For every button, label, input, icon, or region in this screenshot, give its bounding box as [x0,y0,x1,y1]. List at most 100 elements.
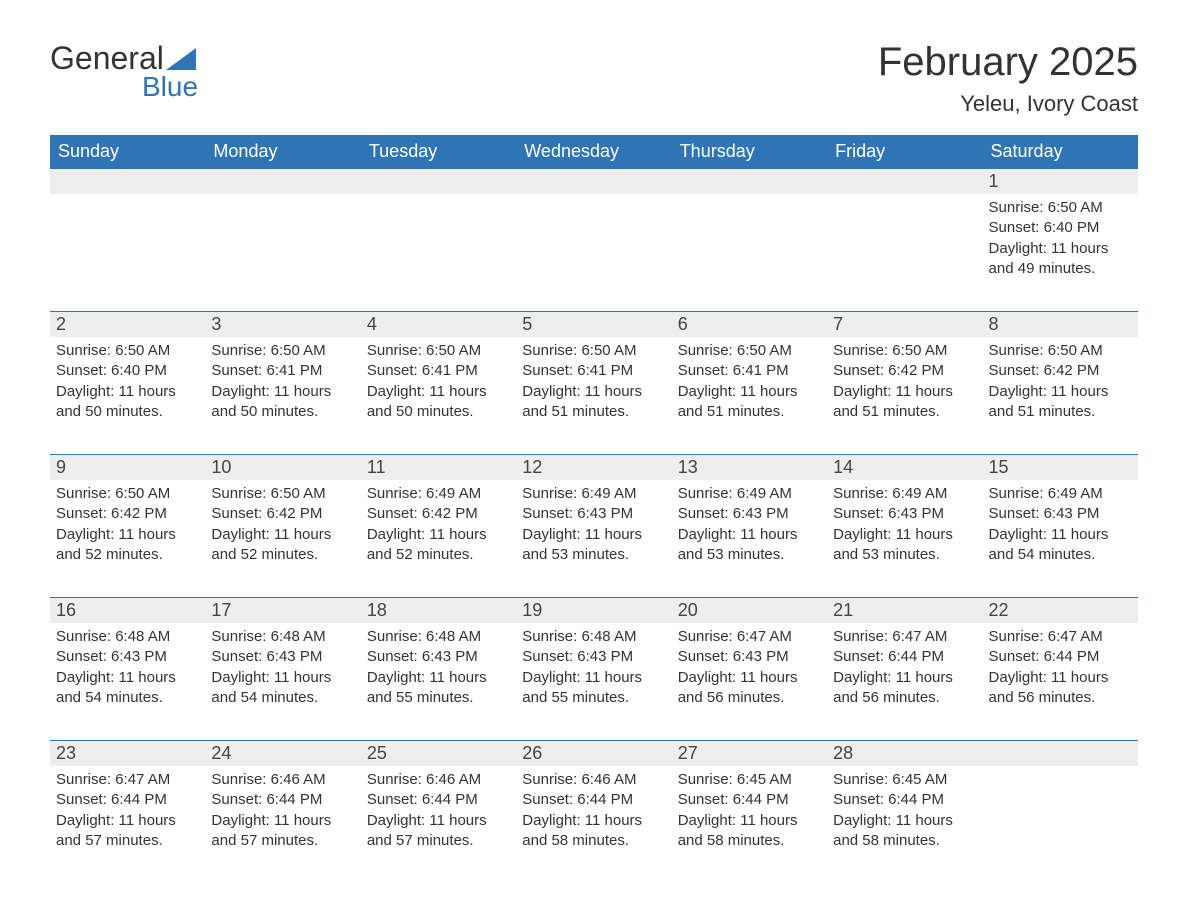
day-detail-line: Daylight: 11 hours and 53 minutes. [678,525,821,566]
day-detail-line: Sunset: 6:44 PM [678,790,821,810]
day-number-row: 16171819202122 [50,598,1138,624]
day-detail-cell: Sunrise: 6:45 AMSunset: 6:44 PMDaylight:… [672,766,827,883]
calendar-header: SundayMondayTuesdayWednesdayThursdayFrid… [50,135,1138,169]
day-number-cell: 25 [361,741,516,767]
day-detail-cell: Sunrise: 6:47 AMSunset: 6:44 PMDaylight:… [983,623,1138,741]
day-number-cell: 12 [516,455,671,481]
day-number-cell: 4 [361,312,516,338]
day-detail-line: Daylight: 11 hours and 58 minutes. [522,811,665,852]
day-detail-line: Sunset: 6:41 PM [678,361,821,381]
day-detail-line: Sunrise: 6:49 AM [522,484,665,504]
day-detail-cell: Sunrise: 6:48 AMSunset: 6:43 PMDaylight:… [361,623,516,741]
day-detail-line: Sunrise: 6:50 AM [989,341,1132,361]
day-number-cell [516,169,671,195]
title-block: February 2025 Yeleu, Ivory Coast [878,40,1138,117]
day-number-cell: 15 [983,455,1138,481]
day-number-cell [361,169,516,195]
day-detail-cell [827,194,982,312]
calendar-table: SundayMondayTuesdayWednesdayThursdayFrid… [50,135,1138,883]
day-detail-line: Daylight: 11 hours and 58 minutes. [678,811,821,852]
day-detail-row: Sunrise: 6:50 AMSunset: 6:42 PMDaylight:… [50,480,1138,598]
day-number-row: 2345678 [50,312,1138,338]
day-detail-line: Sunrise: 6:47 AM [833,627,976,647]
day-detail-line: Sunset: 6:43 PM [833,504,976,524]
day-detail-line: Daylight: 11 hours and 56 minutes. [833,668,976,709]
day-detail-line: Sunrise: 6:50 AM [678,341,821,361]
day-detail-line: Sunset: 6:42 PM [989,361,1132,381]
day-detail-line: Daylight: 11 hours and 55 minutes. [522,668,665,709]
day-detail-line: Sunset: 6:40 PM [989,218,1132,238]
day-detail-line: Daylight: 11 hours and 52 minutes. [211,525,354,566]
day-detail-line: Sunset: 6:43 PM [678,504,821,524]
day-detail-line: Sunset: 6:44 PM [522,790,665,810]
day-detail-cell: Sunrise: 6:50 AMSunset: 6:42 PMDaylight:… [50,480,205,598]
day-detail-cell: Sunrise: 6:49 AMSunset: 6:42 PMDaylight:… [361,480,516,598]
day-detail-line: Sunset: 6:44 PM [989,647,1132,667]
day-number-cell: 13 [672,455,827,481]
day-detail-line: Sunset: 6:43 PM [989,504,1132,524]
day-detail-line: Daylight: 11 hours and 53 minutes. [522,525,665,566]
day-detail-line: Sunset: 6:43 PM [367,647,510,667]
day-number-cell: 5 [516,312,671,338]
day-detail-cell: Sunrise: 6:50 AMSunset: 6:42 PMDaylight:… [983,337,1138,455]
day-number-cell: 24 [205,741,360,767]
weekday-header: Tuesday [361,135,516,169]
day-number-cell [50,169,205,195]
day-number-cell: 14 [827,455,982,481]
day-detail-line: Sunset: 6:42 PM [211,504,354,524]
day-detail-line: Sunset: 6:40 PM [56,361,199,381]
day-detail-line: Daylight: 11 hours and 51 minutes. [989,382,1132,423]
day-detail-line: Sunset: 6:42 PM [833,361,976,381]
day-number-row: 9101112131415 [50,455,1138,481]
day-number-cell: 7 [827,312,982,338]
weekday-header: Monday [205,135,360,169]
day-detail-line: Sunrise: 6:48 AM [56,627,199,647]
day-number-cell: 2 [50,312,205,338]
day-detail-line: Sunset: 6:43 PM [522,647,665,667]
day-number-cell: 22 [983,598,1138,624]
day-detail-cell [205,194,360,312]
day-number-cell [672,169,827,195]
day-number-cell: 19 [516,598,671,624]
day-detail-line: Sunrise: 6:47 AM [56,770,199,790]
day-detail-line: Sunrise: 6:50 AM [833,341,976,361]
day-number-cell: 11 [361,455,516,481]
day-number-cell: 23 [50,741,205,767]
day-number-cell: 27 [672,741,827,767]
day-detail-line: Sunrise: 6:47 AM [678,627,821,647]
day-detail-line: Sunrise: 6:50 AM [522,341,665,361]
day-detail-line: Daylight: 11 hours and 54 minutes. [989,525,1132,566]
location-label: Yeleu, Ivory Coast [878,91,1138,117]
day-detail-line: Daylight: 11 hours and 58 minutes. [833,811,976,852]
day-detail-line: Sunset: 6:41 PM [211,361,354,381]
day-number-cell: 17 [205,598,360,624]
day-detail-line: Sunset: 6:44 PM [56,790,199,810]
day-detail-cell: Sunrise: 6:48 AMSunset: 6:43 PMDaylight:… [516,623,671,741]
day-detail-line: Daylight: 11 hours and 49 minutes. [989,239,1132,280]
day-detail-line: Sunrise: 6:46 AM [211,770,354,790]
day-detail-line: Sunset: 6:43 PM [522,504,665,524]
brand-word-2: Blue [142,71,198,103]
day-detail-line: Sunrise: 6:45 AM [678,770,821,790]
day-detail-line: Daylight: 11 hours and 50 minutes. [367,382,510,423]
day-detail-line: Daylight: 11 hours and 51 minutes. [522,382,665,423]
day-number-row: 1 [50,169,1138,195]
day-detail-line: Sunrise: 6:46 AM [367,770,510,790]
day-detail-line: Daylight: 11 hours and 56 minutes. [678,668,821,709]
day-detail-cell: Sunrise: 6:50 AMSunset: 6:41 PMDaylight:… [361,337,516,455]
day-number-cell: 10 [205,455,360,481]
day-detail-line: Sunrise: 6:49 AM [367,484,510,504]
day-number-cell: 16 [50,598,205,624]
day-detail-line: Sunset: 6:41 PM [367,361,510,381]
day-detail-line: Sunrise: 6:46 AM [522,770,665,790]
day-detail-row: Sunrise: 6:48 AMSunset: 6:43 PMDaylight:… [50,623,1138,741]
day-detail-cell: Sunrise: 6:49 AMSunset: 6:43 PMDaylight:… [516,480,671,598]
day-detail-line: Sunset: 6:42 PM [367,504,510,524]
day-number-cell: 1 [983,169,1138,195]
day-detail-cell: Sunrise: 6:46 AMSunset: 6:44 PMDaylight:… [361,766,516,883]
day-detail-line: Daylight: 11 hours and 57 minutes. [56,811,199,852]
day-detail-cell: Sunrise: 6:46 AMSunset: 6:44 PMDaylight:… [205,766,360,883]
day-number-cell: 3 [205,312,360,338]
day-detail-line: Sunrise: 6:49 AM [989,484,1132,504]
day-detail-cell: Sunrise: 6:49 AMSunset: 6:43 PMDaylight:… [672,480,827,598]
